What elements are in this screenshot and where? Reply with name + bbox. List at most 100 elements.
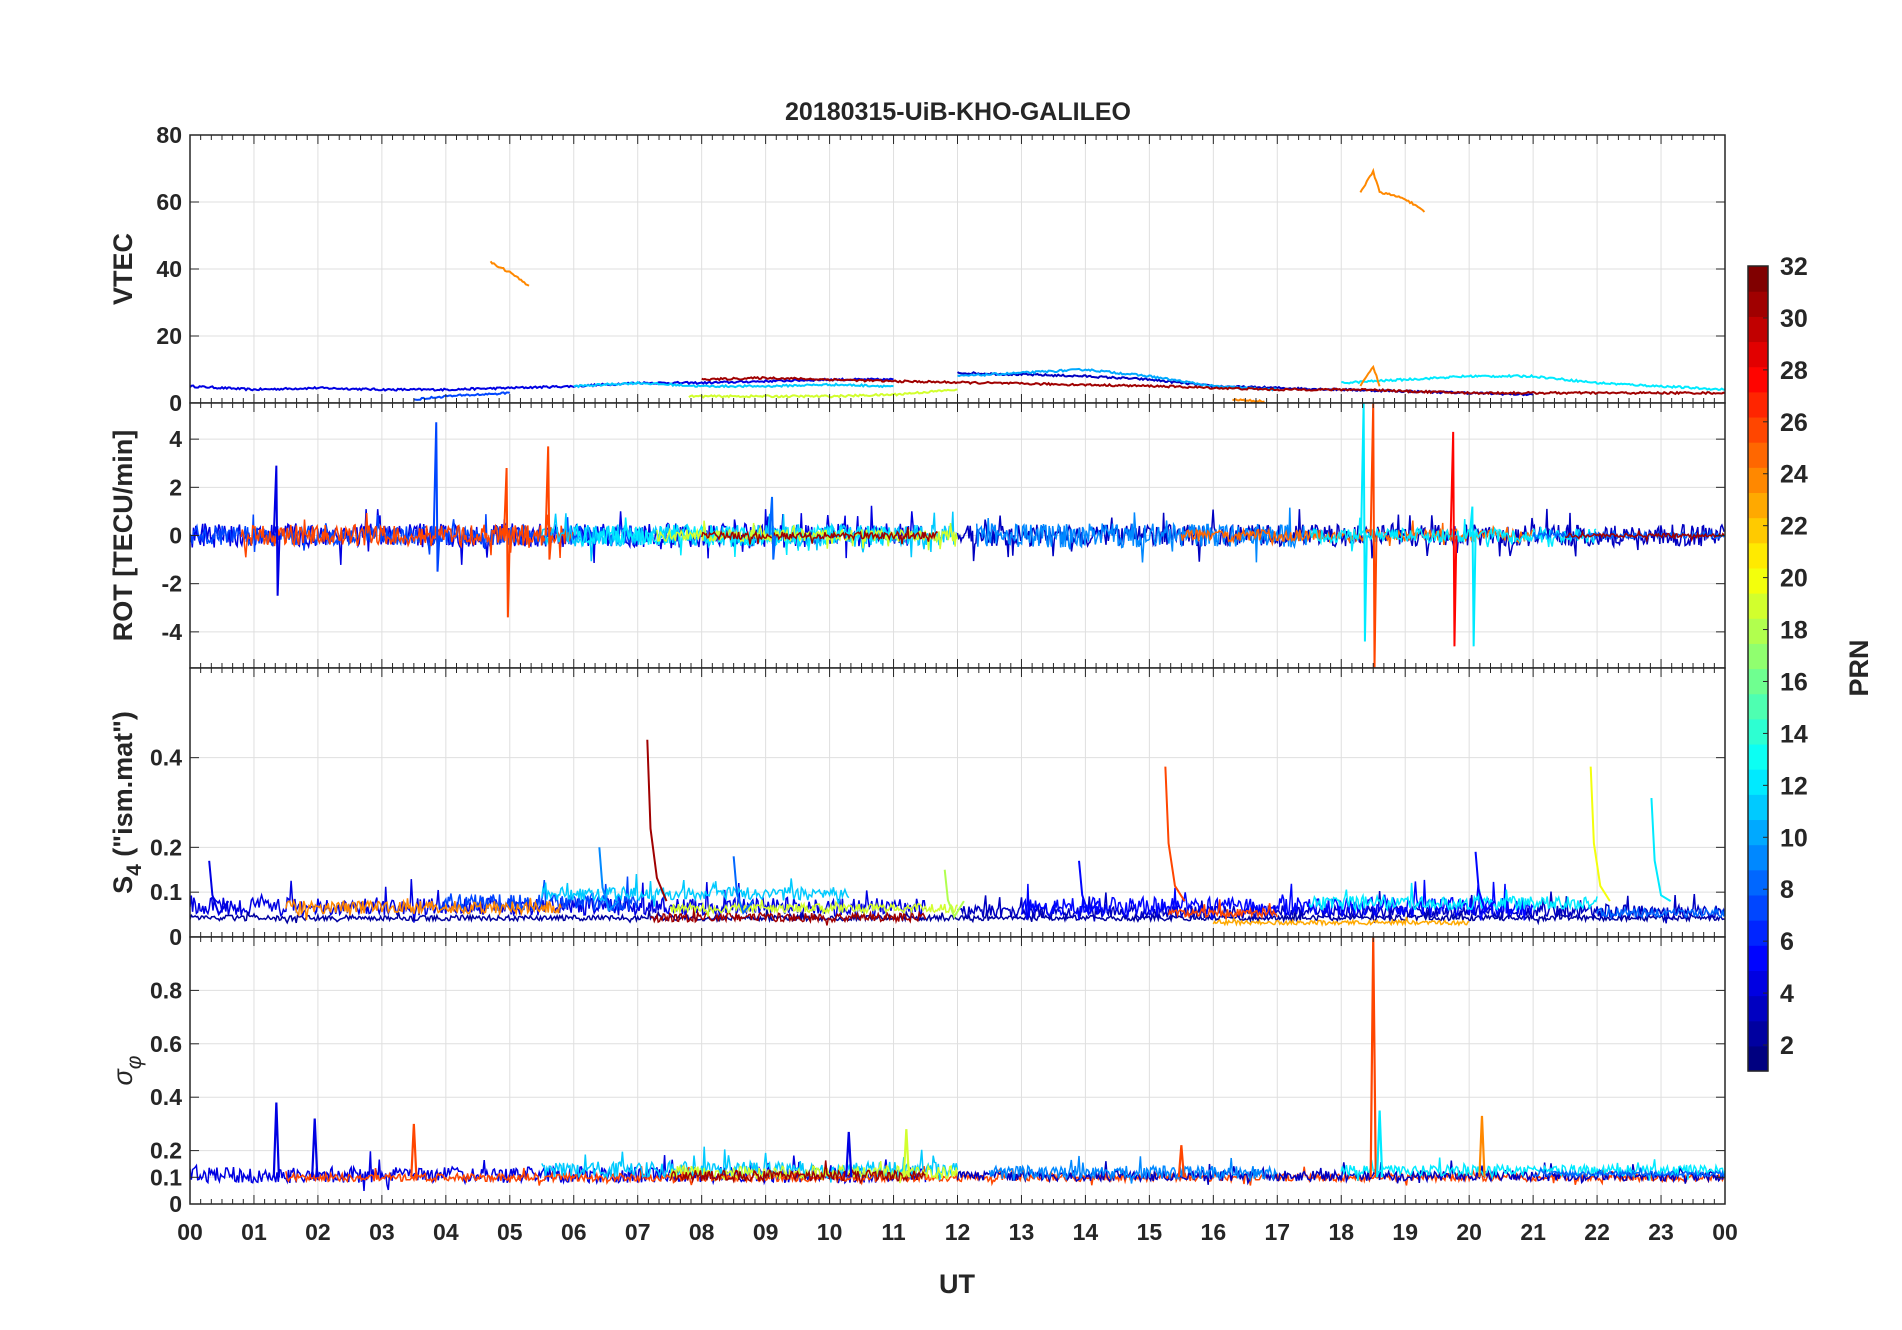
y-axis-label: ROT [TECU/min] — [108, 430, 138, 641]
colorbar-tick-label: 32 — [1780, 253, 1808, 281]
x-tick-label: 12 — [945, 1219, 971, 1245]
panel-vtec: 0 20 40 60 80 VTEC — [108, 122, 1726, 416]
series-group — [190, 167, 1725, 403]
spike-prn-26 — [544, 446, 553, 560]
panel-s4: 0 0.1 0.2 0.4S4 ("ism.mat") — [108, 667, 1726, 950]
series-line-prn-2 — [190, 909, 1725, 926]
y-tick-label: 4 — [169, 426, 182, 452]
spike-prn-12 — [1468, 506, 1477, 647]
chart-title: 20180315-UiB-KHO-GALILEO — [785, 98, 1131, 126]
colorbar-segment — [1748, 593, 1768, 619]
spike-prn-7 — [432, 422, 441, 572]
colorbar-segment — [1748, 1020, 1768, 1047]
series-line-prn-26 — [240, 513, 574, 559]
series-line-prn-31 — [700, 527, 939, 545]
series-line-prn-9 — [988, 1155, 1278, 1184]
spike-prn-4 — [311, 1118, 319, 1178]
series-line-prn-7 — [413, 391, 511, 401]
y-tick-label: 0 — [169, 390, 182, 416]
x-tick-label: 07 — [625, 1219, 651, 1245]
spike-prn-26 — [1369, 937, 1377, 1178]
x-tick-label: 09 — [753, 1219, 779, 1245]
spike-prn-26 — [410, 1123, 418, 1178]
series-line-prn-9 — [975, 507, 1309, 563]
series-line-prn-12 — [1340, 1157, 1725, 1181]
x-tick-label: 03 — [369, 1219, 395, 1245]
y-axis-label: S4 ("ism.mat") — [108, 711, 146, 894]
series-line-prn-12 — [1309, 517, 1597, 552]
spike-prn-4 — [272, 1102, 281, 1178]
colorbar-segment — [1748, 316, 1768, 343]
colorbar-segment — [1748, 391, 1768, 418]
y-tick-label: 20 — [156, 323, 182, 349]
spike-prn-4 — [272, 465, 281, 596]
y-tick-label: 0.4 — [150, 745, 182, 771]
series-line-prn-11 — [541, 873, 850, 907]
x-tick-label: 06 — [561, 1219, 587, 1245]
colorbar-segment — [1748, 291, 1768, 317]
x-ticks — [189, 937, 1726, 1204]
series-line-prn-19 — [668, 1160, 959, 1184]
colorbar-segment — [1748, 920, 1768, 946]
x-ticks — [189, 135, 1726, 403]
series-line-prn-4 — [190, 377, 894, 392]
x-tick-label: 00 — [177, 1219, 203, 1245]
colorbar-tick-label: 8 — [1780, 876, 1794, 904]
x-tick-label: 05 — [497, 1219, 523, 1245]
series-line-prn-8 — [1596, 905, 1725, 921]
x-tick-label: 02 — [305, 1219, 331, 1245]
series-line-prn-19 — [669, 899, 959, 917]
x-tick-label: 21 — [1520, 1219, 1546, 1245]
spike-prn-26 — [1164, 766, 1186, 902]
spike-prn-26 — [503, 468, 511, 618]
colorbar-segment — [1748, 1045, 1768, 1072]
y-tick-label: 40 — [156, 256, 182, 282]
colorbar-segment — [1748, 794, 1768, 821]
series-line-prn-3 — [956, 1160, 1725, 1186]
colorbar-segment — [1748, 718, 1768, 745]
series-line-prn-12 — [1341, 373, 1725, 392]
spike-prn-8 — [732, 856, 754, 915]
y-tick-label: 0.8 — [150, 977, 182, 1003]
y-tick-label: -2 — [162, 571, 182, 597]
series-line-prn-24 — [285, 897, 562, 921]
colorbar-tick-label: 4 — [1780, 980, 1794, 1008]
spike-prn-5 — [1078, 860, 1100, 917]
colorbar-segment — [1748, 567, 1768, 594]
x-tick-label: 14 — [1073, 1219, 1099, 1245]
series-group — [190, 937, 1725, 1191]
x-ticks — [189, 668, 1726, 937]
series-line-prn-31 — [669, 1160, 926, 1185]
y-axis-label: σφ — [108, 1055, 146, 1085]
series-line-prn-10 — [957, 367, 1278, 392]
colorbar-tick-label: 16 — [1780, 668, 1808, 696]
colorbar-label: PRN — [1844, 639, 1874, 696]
colorbar-segment — [1748, 693, 1768, 720]
colorbar-segment — [1748, 769, 1768, 795]
series-line-prn-11 — [573, 380, 894, 389]
colorbar-segment — [1748, 743, 1768, 770]
y-tick-label: 2 — [169, 474, 182, 500]
y-tick-label: 60 — [156, 189, 182, 215]
spike-prn-4 — [845, 1131, 853, 1178]
panel-rot: -4 -2 0 2 4 ROT [TECU/min] — [108, 402, 1726, 669]
spike-prn-26 — [1177, 1145, 1186, 1178]
x-tick-label: 18 — [1328, 1219, 1354, 1245]
colorbar-segment — [1748, 442, 1768, 468]
series-line-prn-31 — [650, 907, 927, 926]
colorbar-tick-label: 30 — [1780, 305, 1808, 333]
spike-prn-24 — [1478, 1115, 1486, 1178]
colorbar-segment — [1748, 492, 1768, 519]
spike-prn-31 — [646, 739, 668, 902]
series-line-prn-19 — [688, 388, 958, 399]
spike-prn-5 — [1474, 851, 1496, 914]
spike-prn-12 — [1650, 797, 1672, 902]
colorbar-segment — [1748, 894, 1768, 921]
x-tick-label: 10 — [817, 1219, 843, 1245]
colorbar-tick-label: 12 — [1780, 772, 1808, 800]
x-tick-label: 15 — [1137, 1219, 1163, 1245]
colorbar-segment — [1748, 416, 1768, 443]
colorbar-segment — [1748, 945, 1768, 971]
